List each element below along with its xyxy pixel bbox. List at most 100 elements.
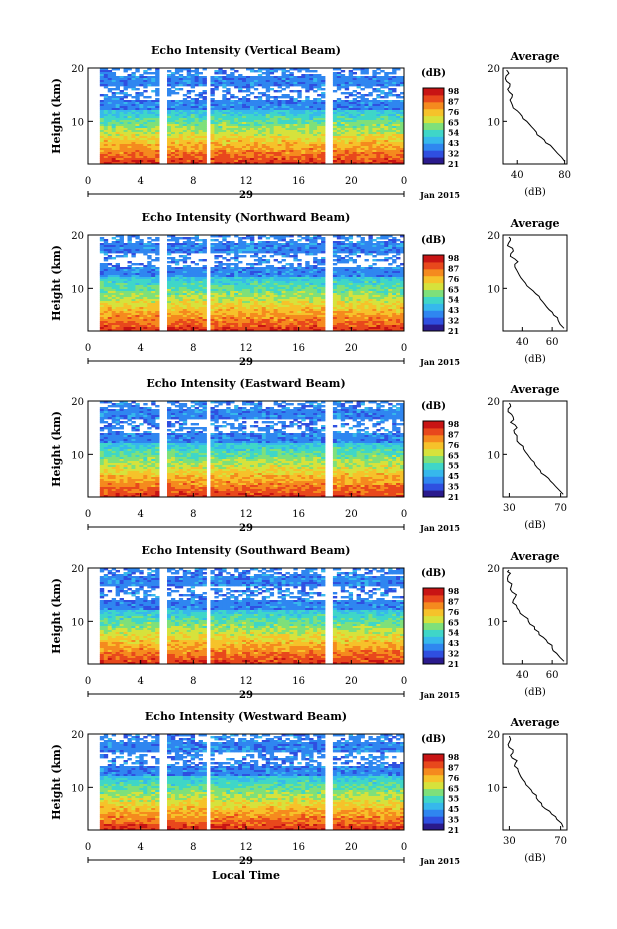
heatmap-cell: [309, 100, 314, 103]
heatmap-cell: [396, 84, 401, 87]
heatmap-cell: [344, 108, 350, 111]
heatmap-cell: [139, 74, 144, 77]
heatmap-cell: [336, 74, 342, 77]
heatmap-cell: [313, 86, 318, 89]
heatmap-cell: [261, 108, 267, 111]
heatmap-cell: [360, 122, 365, 125]
heatmap-cell: [127, 122, 132, 125]
heatmap-cell: [265, 110, 271, 113]
heatmap-cell: [99, 94, 105, 97]
heatmap-cell: [336, 118, 342, 121]
heatmap-cell: [127, 78, 132, 81]
heatmap-cell: [396, 110, 401, 113]
heatmap-cell: [143, 72, 148, 75]
heatmap-cell: [269, 108, 275, 111]
heatmap-cell: [210, 110, 215, 113]
y-axis-label: Height (km): [50, 78, 63, 154]
heatmap-cell: [301, 251, 306, 254]
heatmap-cell: [123, 70, 128, 73]
heatmap-cell: [261, 72, 267, 75]
heatmap-cell: [396, 124, 401, 127]
heatmap-cell: [170, 122, 176, 125]
heatmap-cell: [246, 82, 251, 85]
heatmap-cell: [336, 88, 342, 91]
profile-title: Average: [509, 50, 559, 63]
heatmap-cell: [269, 96, 275, 99]
heatmap-cell: [246, 110, 251, 113]
heatmap-cell: [190, 251, 196, 254]
heatmap-cell: [265, 98, 271, 101]
heatmap-cell: [151, 114, 156, 117]
heatmap-cell: [340, 124, 346, 127]
heatmap-cell: [309, 108, 314, 111]
heatmap-cell: [234, 86, 239, 89]
heatmap-cell: [317, 116, 322, 119]
heatmap-cell: [392, 76, 397, 79]
heatmap-cell: [344, 261, 350, 264]
heatmap-cell: [301, 116, 306, 119]
heatmap-cell: [348, 118, 354, 121]
heatmap-cell: [332, 102, 338, 105]
heatmap-cell: [253, 96, 259, 99]
heatmap-cell: [364, 78, 369, 81]
heatmap-cell: [388, 251, 393, 254]
heatmap-cell: [186, 110, 192, 113]
heatmap-cell: [186, 112, 192, 115]
heatmap-cell: [372, 122, 377, 125]
heatmap-cell: [131, 108, 136, 111]
heatmap-cell: [190, 78, 196, 81]
heatmap-cell: [151, 76, 156, 79]
heatmap-cell: [210, 120, 215, 123]
heatmap-cell: [178, 124, 184, 127]
heatmap-cell: [218, 104, 223, 107]
heatmap-cell: [103, 122, 109, 125]
heatmap-cell: [182, 106, 188, 109]
heatmap-cell: [285, 96, 290, 99]
heatmap-cell: [348, 110, 354, 113]
heatmap-cell: [392, 102, 397, 105]
y-tick-label: 20: [71, 64, 84, 75]
heatmap-cell: [309, 122, 314, 125]
heatmap-cell: [313, 84, 318, 87]
heatmap-cell: [123, 82, 128, 85]
heatmap-cell: [376, 122, 381, 125]
heatmap-cell: [111, 237, 117, 240]
heatmap-cell: [143, 100, 148, 103]
heatmap-cell: [261, 261, 267, 264]
heatmap-cell: [261, 82, 267, 85]
heatmap-cell: [214, 82, 219, 85]
heatmap-cell: [107, 102, 113, 105]
heatmap-cell: [210, 80, 215, 83]
heatmap-cell: [372, 104, 377, 107]
heatmap-cell: [214, 86, 219, 89]
heatmap-cell: [344, 96, 350, 99]
heatmap-cell: [246, 124, 251, 127]
heatmap-cell: [178, 76, 184, 79]
heatmap-cell: [143, 102, 148, 105]
heatmap-cell: [135, 80, 140, 83]
heatmap-cell: [174, 120, 180, 123]
heatmap-cell: [242, 102, 247, 105]
heatmap-cell: [218, 76, 223, 79]
heatmap-cell: [384, 84, 389, 87]
heatmap-cell: [281, 239, 286, 242]
heatmap-cell: [352, 112, 357, 115]
heatmap-cell: [364, 80, 369, 83]
heatmap-cell: [344, 112, 350, 115]
heatmap-cell: [309, 118, 314, 121]
heatmap-cell: [155, 80, 160, 83]
heatmap-cell: [103, 76, 109, 79]
heatmap-cell: [257, 251, 263, 254]
heatmap-cell: [198, 106, 203, 109]
heatmap-cell: [242, 84, 247, 87]
heatmap-cell: [111, 84, 117, 87]
heatmap-cell: [340, 237, 346, 240]
heatmap-cell: [376, 124, 381, 127]
heatmap-cell: [301, 100, 306, 103]
heatmap-cell: [242, 110, 247, 113]
heatmap-cell: [242, 237, 247, 240]
heatmap-cell: [301, 237, 306, 240]
heatmap-cell: [182, 108, 188, 111]
heatmap-cell: [222, 126, 227, 129]
heatmap-cell: [198, 259, 203, 262]
